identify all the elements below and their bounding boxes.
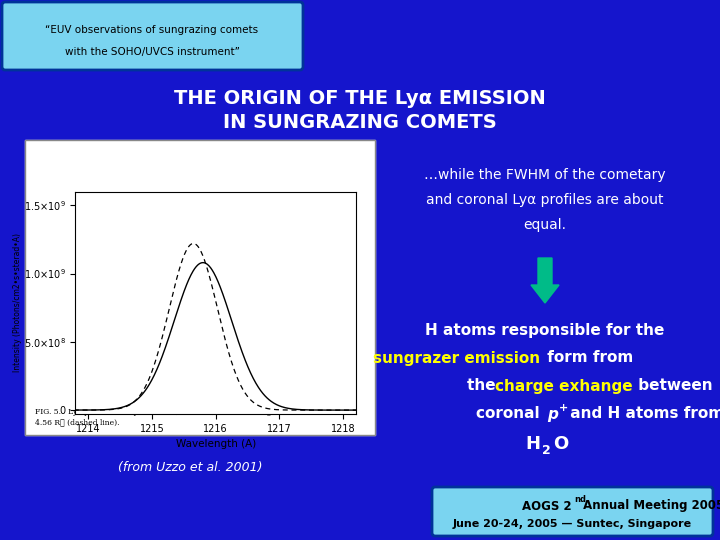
Text: 2: 2 xyxy=(542,443,551,456)
Text: FIG. 5.   Lya profiles of exposure 24 (solid line) and the background at
4.56 R☉: FIG. 5. Lya profiles of exposure 24 (sol… xyxy=(35,408,305,427)
Bar xyxy=(25,140,375,435)
Text: Annual Meeting 2005: Annual Meeting 2005 xyxy=(579,500,720,512)
Text: equal.: equal. xyxy=(523,218,567,232)
Text: charge exhange: charge exhange xyxy=(495,379,633,394)
X-axis label: Wavelength (A): Wavelength (A) xyxy=(176,440,256,449)
Text: +: + xyxy=(559,403,568,413)
Text: THE ORIGIN OF THE Lyα EMISSION: THE ORIGIN OF THE Lyα EMISSION xyxy=(174,89,546,107)
Text: p: p xyxy=(547,407,558,422)
Text: …while the FWHM of the cometary: …while the FWHM of the cometary xyxy=(424,168,666,182)
Text: IN SUNGRAZING COMETS: IN SUNGRAZING COMETS xyxy=(223,112,497,132)
Text: and H atoms from: and H atoms from xyxy=(565,407,720,422)
Text: nd: nd xyxy=(574,496,586,504)
Text: June 20-24, 2005 — Suntec, Singapore: June 20-24, 2005 — Suntec, Singapore xyxy=(452,519,692,529)
Text: and coronal Lyα profiles are about: and coronal Lyα profiles are about xyxy=(426,193,664,207)
Text: (from Uzzo et al. 2001): (from Uzzo et al. 2001) xyxy=(118,462,262,475)
Text: coronal: coronal xyxy=(476,407,545,422)
Text: AOGS 2: AOGS 2 xyxy=(523,500,572,512)
FancyBboxPatch shape xyxy=(432,487,713,536)
Bar xyxy=(25,140,375,435)
Text: with the SOHO/UVCS instrument”: with the SOHO/UVCS instrument” xyxy=(65,47,240,57)
Text: H: H xyxy=(525,435,540,453)
Y-axis label: Intensity (Photons/cm2•s•sterad•A): Intensity (Photons/cm2•s•sterad•A) xyxy=(13,233,22,373)
Text: the: the xyxy=(467,379,501,394)
Text: O: O xyxy=(553,435,568,453)
Text: “EUV observations of sungrazing comets: “EUV observations of sungrazing comets xyxy=(45,25,258,35)
Text: between: between xyxy=(633,379,713,394)
Text: H atoms responsible for the: H atoms responsible for the xyxy=(426,322,665,338)
FancyBboxPatch shape xyxy=(2,2,303,70)
Text: form from: form from xyxy=(542,350,634,366)
FancyArrow shape xyxy=(531,258,559,303)
Text: sungrazer emission: sungrazer emission xyxy=(373,350,540,366)
